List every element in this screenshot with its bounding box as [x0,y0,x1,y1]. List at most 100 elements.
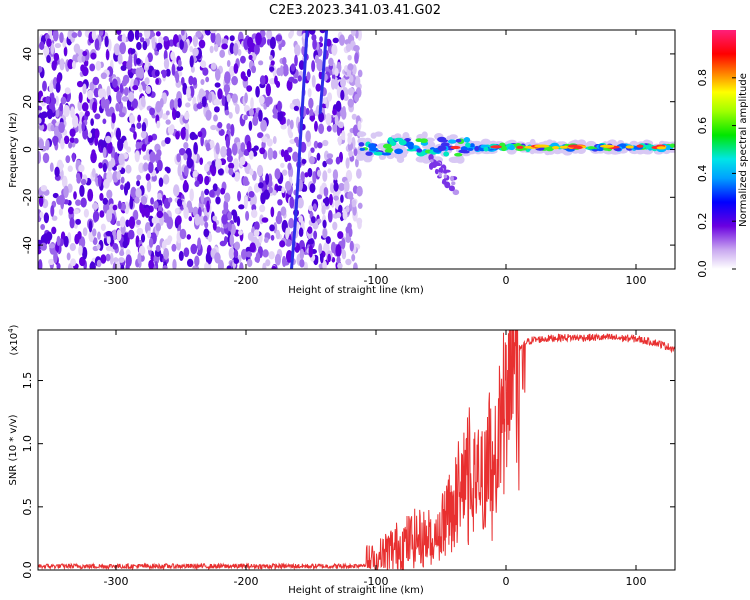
signal-halo [357,131,367,138]
noise-speck [56,262,61,269]
noise-speck [164,238,172,246]
noise-speck [61,175,68,189]
noise-speck [151,217,157,224]
noise-speck [270,206,275,218]
noise-speck [277,210,282,222]
noise-speck [155,244,161,252]
noise-speck [125,262,130,269]
noise-speck [125,164,132,174]
noise-speck [116,170,121,181]
noise-speck [321,205,326,215]
noise-speck [147,52,153,63]
noise-speck [149,151,156,163]
noise-speck [263,189,270,200]
noise-speck [132,84,139,91]
trail-speck [429,162,434,170]
noise-speck [224,192,231,203]
noise-speck [79,184,85,197]
noise-speck [269,36,276,50]
x-tick-label: -100 [364,575,389,588]
noise-speck [313,230,318,240]
noise-speck [129,114,136,125]
noise-speck [147,135,153,143]
y-tick-label: -20 [21,188,34,206]
noise-speck [240,142,246,153]
noise-speck [214,82,221,88]
noise-speck [117,101,124,114]
signal-core [599,144,615,148]
noise-speck [229,233,235,247]
noise-speck [59,102,64,112]
noise-speck [137,66,145,79]
noise-speck [105,109,113,117]
noise-speck [87,188,94,202]
noise-speck [112,242,119,250]
spectrogram-x-ticks: -300 -200 -100 0 100 [104,30,647,287]
noise-speck [163,247,170,260]
noise-speck [140,95,146,108]
noise-speck [240,248,247,260]
noise-speck [268,251,275,260]
noise-speck [266,138,273,147]
noise-speck [308,30,316,35]
noise-speck [243,114,248,121]
noise-speck [209,164,214,173]
noise-speck [96,259,102,268]
noise-speck [260,119,267,132]
noise-speck [164,137,171,145]
noise-speck [43,212,50,224]
noise-speck [118,200,122,210]
noise-speck [352,204,357,216]
noise-speck [175,130,180,140]
x-tick-label: 0 [503,575,510,588]
noise-speck [102,162,107,173]
noise-speck [288,217,295,229]
noise-speck [327,168,332,174]
signal-band [369,146,378,152]
noise-speck [357,69,363,78]
colorbar-ticks: 0.0 0.2 0.4 0.6 0.8 [696,69,736,278]
noise-speck [100,72,107,80]
noise-speck [56,73,61,85]
noise-speck [357,202,363,209]
noise-speck [104,135,112,144]
x-tick-label: -300 [104,274,129,287]
signal-halo [480,140,487,146]
noise-speck [140,233,146,243]
signal-band [365,151,373,156]
noise-speck [87,132,93,139]
noise-speck [163,36,169,42]
noise-speck [225,136,231,149]
noise-speck [155,78,160,85]
noise-speck [309,115,316,121]
noise-speck [116,90,122,103]
noise-speck [288,131,294,139]
y-tick-label: 40 [21,47,34,61]
noise-speck [38,65,43,73]
noise-speck [82,83,87,95]
noise-speck [92,76,100,86]
noise-speck [262,262,267,269]
noise-speck [238,204,245,210]
noise-speck [204,221,209,229]
noise-speck [341,237,346,250]
noise-speck [265,97,271,108]
signal-halo [415,156,427,163]
noise-speck [306,71,311,81]
noise-speck [231,143,238,156]
noise-speck [38,117,42,124]
noise-speck [121,95,129,102]
noise-speck [356,185,363,197]
noise-speck [163,211,168,220]
noise-speck [123,232,128,246]
noise-speck [139,37,145,43]
noise-speck [160,69,167,76]
snr-exponent-base: (x10 [9,333,20,356]
noise-speck [283,149,289,163]
noise-speck [200,60,207,69]
noise-speck [258,182,264,189]
noise-speck [315,83,322,92]
noise-speck [285,239,292,247]
noise-speck [303,185,308,192]
noise-speck [145,86,152,95]
